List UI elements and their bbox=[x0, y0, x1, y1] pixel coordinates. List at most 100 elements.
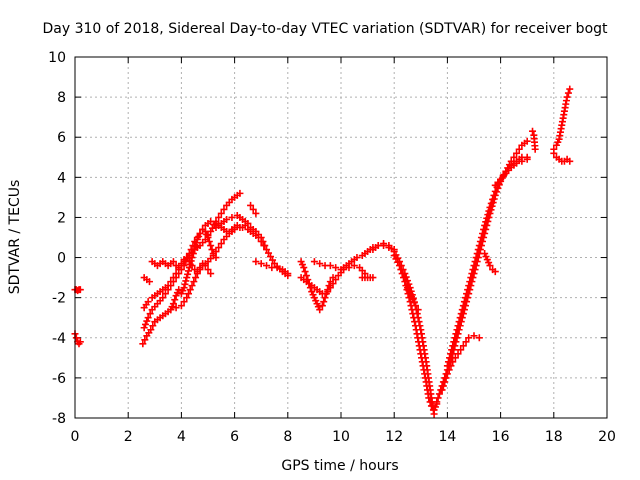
data-point bbox=[410, 314, 418, 322]
data-point bbox=[326, 262, 334, 270]
data-point bbox=[470, 262, 478, 270]
data-point bbox=[284, 270, 292, 278]
data-point bbox=[426, 398, 434, 406]
x-tick-label: 14 bbox=[438, 429, 456, 445]
data-point bbox=[513, 159, 521, 167]
data-point bbox=[267, 253, 275, 261]
data-point bbox=[490, 191, 498, 199]
data-point bbox=[273, 264, 281, 272]
data-point bbox=[479, 229, 487, 237]
data-point bbox=[451, 334, 459, 342]
data-point bbox=[192, 274, 200, 282]
data-point bbox=[445, 366, 453, 374]
grid bbox=[75, 57, 607, 418]
data-point bbox=[462, 338, 470, 346]
data-point bbox=[397, 266, 405, 274]
data-point bbox=[455, 318, 463, 326]
data-point bbox=[518, 157, 526, 165]
data-point bbox=[145, 278, 153, 286]
data-point bbox=[469, 266, 477, 274]
data-point bbox=[484, 211, 492, 219]
data-point bbox=[180, 284, 188, 292]
data-point bbox=[332, 276, 340, 284]
data-point bbox=[252, 258, 260, 266]
chart-title: Day 310 of 2018, Sidereal Day-to-day VTE… bbox=[42, 21, 608, 37]
data-point bbox=[414, 306, 422, 314]
data-point bbox=[215, 244, 223, 252]
data-point bbox=[192, 242, 200, 250]
data-point bbox=[350, 262, 358, 270]
data-point bbox=[474, 246, 482, 254]
data-point bbox=[223, 215, 231, 223]
data-point bbox=[201, 262, 209, 270]
data-point bbox=[483, 214, 491, 222]
x-tick-label: 2 bbox=[124, 429, 133, 445]
data-point bbox=[486, 203, 494, 211]
data-point bbox=[172, 270, 180, 278]
data-point bbox=[566, 85, 574, 93]
data-point bbox=[566, 157, 574, 165]
data-point bbox=[244, 219, 252, 227]
data-point bbox=[183, 294, 191, 302]
data-point bbox=[180, 298, 188, 306]
data-point bbox=[449, 342, 457, 350]
data-point bbox=[456, 314, 464, 322]
data-point bbox=[460, 298, 468, 306]
data-point bbox=[207, 242, 215, 250]
data-point bbox=[184, 270, 192, 278]
data-point bbox=[451, 354, 459, 362]
data-point bbox=[515, 145, 523, 153]
data-point bbox=[411, 302, 419, 310]
data-point bbox=[409, 310, 417, 318]
data-point bbox=[233, 221, 241, 229]
data-point bbox=[482, 218, 490, 226]
data-point bbox=[184, 290, 192, 298]
data-point bbox=[326, 284, 334, 292]
data-point bbox=[475, 242, 483, 250]
data-point bbox=[380, 240, 388, 248]
data-point bbox=[316, 306, 324, 314]
data-point bbox=[467, 274, 475, 282]
data-point bbox=[439, 382, 447, 390]
data-point bbox=[182, 277, 190, 285]
data-point bbox=[76, 286, 84, 294]
data-point bbox=[485, 207, 493, 215]
y-tick-label: 0 bbox=[57, 251, 66, 267]
data-point bbox=[169, 300, 177, 308]
data-point bbox=[144, 314, 152, 322]
data-point bbox=[443, 362, 451, 370]
data-point bbox=[369, 274, 377, 282]
data-point bbox=[318, 290, 326, 298]
data-point bbox=[257, 260, 265, 268]
data-point bbox=[147, 326, 155, 334]
data-point bbox=[184, 267, 192, 275]
y-tick-label: 10 bbox=[48, 50, 66, 66]
data-point bbox=[302, 272, 310, 280]
x-tick-label: 6 bbox=[230, 429, 239, 445]
data-point bbox=[550, 145, 558, 153]
data-point bbox=[172, 304, 180, 312]
x-tick-label: 4 bbox=[177, 429, 186, 445]
x-tick-label: 16 bbox=[492, 429, 510, 445]
data-point bbox=[450, 338, 458, 346]
data-point bbox=[141, 320, 149, 328]
data-point bbox=[144, 298, 152, 306]
data-point bbox=[463, 290, 471, 298]
data-point bbox=[207, 270, 215, 278]
data-point bbox=[228, 213, 236, 221]
data-point bbox=[181, 280, 189, 288]
data-point bbox=[564, 89, 572, 97]
data-point bbox=[190, 278, 198, 286]
data-point bbox=[310, 258, 318, 266]
y-axis-label: SDTVAR / TECUs bbox=[7, 180, 23, 295]
data-point bbox=[215, 213, 223, 221]
data-point bbox=[427, 402, 435, 410]
x-tick-label: 20 bbox=[598, 429, 616, 445]
data-point bbox=[257, 238, 265, 246]
data-point bbox=[255, 234, 263, 241]
data-point bbox=[472, 254, 480, 262]
data-point bbox=[411, 318, 419, 326]
data-point bbox=[353, 254, 361, 262]
data-point bbox=[186, 260, 194, 268]
